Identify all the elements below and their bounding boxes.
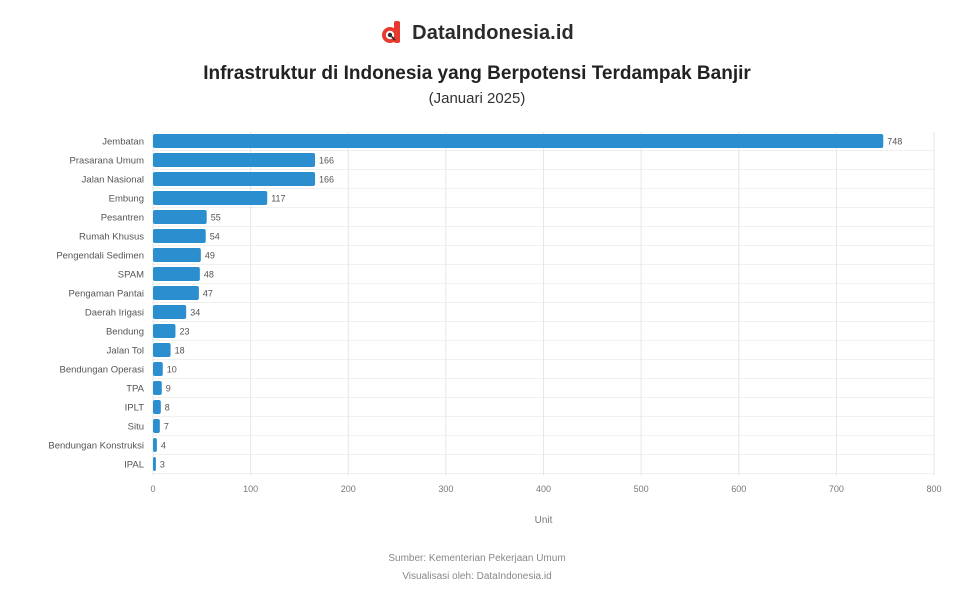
value-label: 748 xyxy=(887,137,902,147)
x-tick-label: 300 xyxy=(438,484,453,494)
chart-title: Infrastruktur di Indonesia yang Berpoten… xyxy=(203,63,751,84)
value-label: 48 xyxy=(204,270,214,280)
value-label: 9 xyxy=(166,384,171,394)
category-label: Pengendali Sedimen xyxy=(56,251,144,262)
value-label: 117 xyxy=(271,194,285,204)
bar xyxy=(153,324,176,338)
x-tick-label: 400 xyxy=(536,484,551,494)
category-label: TPA xyxy=(126,384,144,395)
bar xyxy=(153,362,163,376)
bar xyxy=(153,381,162,395)
value-label: 49 xyxy=(205,251,215,261)
bar xyxy=(153,210,207,224)
value-label: 10 xyxy=(167,365,177,375)
x-tick-label: 700 xyxy=(829,484,844,494)
chart-subtitle: (Januari 2025) xyxy=(428,90,526,107)
category-label: Situ xyxy=(128,422,144,433)
category-label: SPAM xyxy=(118,270,144,281)
value-label: 18 xyxy=(175,346,185,356)
value-label: 4 xyxy=(161,441,166,451)
value-label: 47 xyxy=(203,289,213,299)
category-label: Jembatan xyxy=(102,137,144,148)
bar xyxy=(153,438,157,452)
bar xyxy=(153,153,316,167)
x-axis-label: Unit xyxy=(535,515,553,526)
bar xyxy=(153,343,171,357)
bar xyxy=(153,286,199,300)
source-note: Sumber: Kementerian Pekerjaan Umum Visua… xyxy=(0,550,954,586)
x-tick-label: 0 xyxy=(150,484,155,494)
value-label: 8 xyxy=(165,403,170,413)
value-label: 7 xyxy=(164,422,169,432)
bar xyxy=(153,305,187,319)
category-label: Bendungan Konstruksi xyxy=(48,441,144,452)
bar xyxy=(153,191,268,205)
category-label: Bendungan Operasi xyxy=(59,365,144,376)
brand-name: DataIndonesia.id xyxy=(412,21,574,44)
category-label: Pengaman Pantai xyxy=(68,289,144,300)
value-label: 23 xyxy=(179,327,189,337)
source-line: Sumber: Kementerian Pekerjaan Umum xyxy=(388,553,566,564)
x-tick-label: 200 xyxy=(341,484,356,494)
bar xyxy=(153,248,201,262)
x-tick-label: 800 xyxy=(926,484,941,494)
value-label: 34 xyxy=(190,308,200,318)
value-label: 3 xyxy=(160,460,165,470)
bar xyxy=(153,134,884,148)
x-tick-label: 100 xyxy=(243,484,258,494)
category-label: Pesantren xyxy=(101,213,144,224)
category-label: IPLT xyxy=(125,403,145,414)
bar xyxy=(153,172,316,186)
category-label: Jalan Nasional xyxy=(82,175,144,186)
value-label: 55 xyxy=(211,213,221,223)
category-label: Rumah Khusus xyxy=(79,232,144,243)
bar xyxy=(153,419,160,433)
bar xyxy=(153,229,206,243)
category-label: Daerah Irigasi xyxy=(85,308,144,319)
bar xyxy=(153,457,156,471)
brand-header: DataIndonesia.id xyxy=(0,20,954,46)
category-label: IPAL xyxy=(124,460,144,471)
value-label: 166 xyxy=(319,175,334,185)
x-tick-label: 600 xyxy=(731,484,746,494)
category-label: Prasarana Umum xyxy=(70,156,145,167)
visualization-credit: Visualisasi oleh: DataIndonesia.id xyxy=(402,571,552,582)
value-label: 166 xyxy=(319,156,334,166)
bar xyxy=(153,267,200,281)
category-label: Embung xyxy=(109,194,144,205)
bar xyxy=(153,400,161,414)
category-label: Bendung xyxy=(106,327,144,338)
data-indonesia-logo-icon xyxy=(382,21,401,43)
x-tick-label: 500 xyxy=(634,484,649,494)
category-label: Jalan Tol xyxy=(107,346,144,357)
value-label: 54 xyxy=(210,232,220,242)
